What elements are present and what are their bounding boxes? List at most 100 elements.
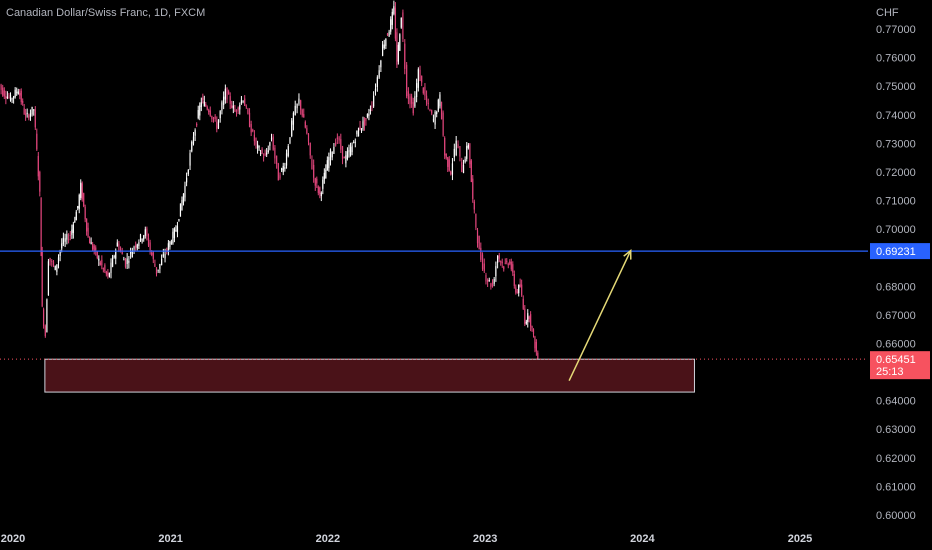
candle-body [434,111,436,125]
candle-body [161,258,163,265]
candle-body [57,257,60,264]
candle-body [363,119,366,126]
candle-body [488,280,490,281]
projection-arrow[interactable] [568,250,632,381]
candle-body [341,146,344,159]
candle-body [351,145,353,153]
candle-body [414,96,416,107]
candle-body [167,243,169,252]
candle-body [258,146,260,148]
candle-body [503,266,505,270]
candle-body [497,256,499,263]
hline-price-tag[interactable] [870,243,930,260]
candle-body [72,224,74,233]
y-tick-label: 0.74000 [876,110,916,122]
candle-body [485,275,487,282]
candle-body [424,86,426,96]
candle-body [411,96,413,104]
candle-body [162,254,164,257]
candle-body [407,91,409,99]
candle-body [237,107,239,111]
candle-body [184,185,186,198]
demand-zone-rect[interactable] [44,358,695,393]
candle-body [314,178,316,186]
candle-body [518,284,520,294]
candle-body [229,96,231,104]
candle-body [131,251,133,258]
candle-body [521,284,523,296]
candle-body [33,109,35,111]
candle-body [28,115,30,119]
candle-body [261,148,263,154]
candle-body [466,146,468,159]
candle-body [87,227,89,238]
candle-body [515,287,517,293]
candle-body [185,177,188,183]
y-axis[interactable]: 0.77000 0.76000 0.75000 0.74000 0.73000 0.720… [870,24,930,522]
candle-body [170,242,173,244]
candle-body [294,105,296,115]
candle-body [442,112,444,136]
candle-body [16,91,18,93]
candle-body [323,172,325,180]
candle-body [0,85,2,90]
candle-body [75,211,77,221]
candle-body [381,44,384,56]
candle-body [399,34,401,51]
currency-label: CHF [876,7,899,19]
candle-body [124,258,127,267]
candle-body [223,96,225,105]
candle-body [116,242,118,247]
candle-body [340,139,342,150]
candle-body [14,89,16,98]
candle-body [325,169,327,179]
candle-body [259,153,262,155]
candle-body [166,249,168,251]
candle-body [144,229,146,236]
candle-body [256,144,259,149]
candle-body [440,101,443,120]
candle-body [359,126,361,130]
y-tick-label: 0.71000 [876,196,916,208]
candle-body [41,251,43,307]
candle-body [203,101,205,107]
candle-body [322,179,324,189]
candle-body [437,99,439,111]
candle-body [409,96,411,104]
candle-body [136,244,138,249]
candle-body [175,230,177,232]
candle-body [473,201,475,210]
candle-body [77,206,79,209]
candle-body [69,235,71,237]
candle-body [309,142,311,156]
candle-body [490,283,492,287]
candle-body [17,91,19,95]
candle-body [56,264,58,272]
candle-body [501,261,503,264]
candle-body [467,145,469,148]
candle-body [42,309,45,326]
candle-body [61,243,63,249]
candle-body [498,254,500,259]
candle-body [266,152,268,155]
candle-body [445,153,447,158]
candle-body [2,87,4,96]
candle-body [36,133,38,150]
candle-body [118,243,120,251]
candle-body [417,69,419,88]
x-axis[interactable]: 2020 2021 2022 2023 2024 2025 [1,533,812,545]
candle-body [504,262,506,264]
price-series [0,0,539,360]
candle-body [425,95,428,103]
candle-body [199,105,201,116]
candle-body [450,171,452,175]
candle-body [245,106,247,108]
y-tick-label: 0.70000 [876,224,916,236]
candle-body [34,109,36,128]
candle-body [525,321,527,324]
candle-body [298,98,300,104]
last-price-tag[interactable] [870,351,930,380]
candle-body [247,109,249,114]
candle-body [365,118,367,121]
